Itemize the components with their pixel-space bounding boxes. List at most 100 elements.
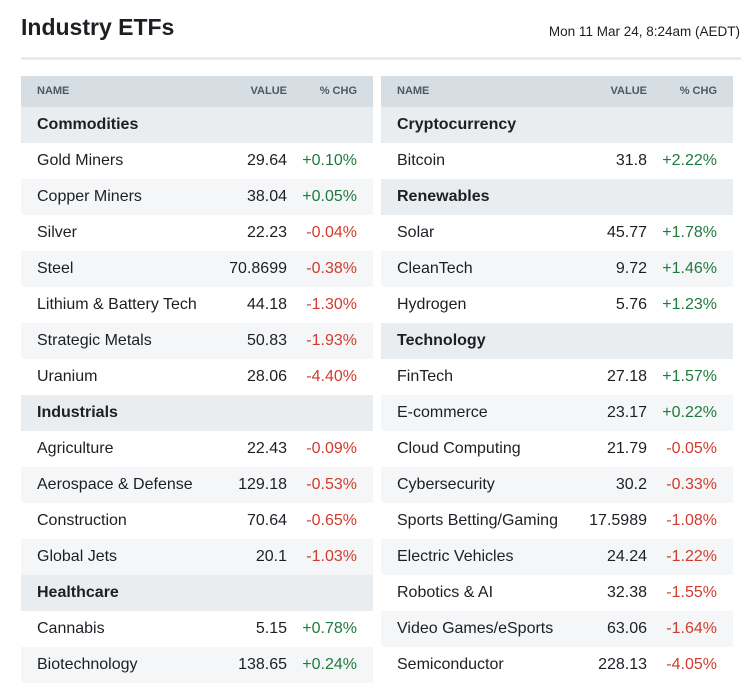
group-row: Healthcare <box>21 575 373 611</box>
etf-change: -0.04% <box>306 224 357 241</box>
etf-row[interactable]: Semiconductor 228.13 -4.05% <box>381 647 733 683</box>
etf-change: +2.22% <box>662 152 717 169</box>
etf-name: Cannabis <box>37 620 105 637</box>
etf-name: Hydrogen <box>397 296 467 313</box>
etf-change: -0.38% <box>306 260 357 277</box>
group-row: Commodities <box>21 107 373 143</box>
etf-name: Solar <box>397 224 435 241</box>
etf-value: 50.83 <box>246 332 287 349</box>
etf-name: Video Games/eSports <box>397 620 554 637</box>
etf-change: -1.64% <box>666 620 717 637</box>
group-row: Cryptocurrency <box>381 107 733 143</box>
etf-change: -1.55% <box>666 584 717 601</box>
etf-name: Agriculture <box>37 440 114 457</box>
group-name: Renewables <box>397 188 490 205</box>
etf-value: 17.5989 <box>589 512 647 529</box>
etf-change: -0.05% <box>666 440 717 457</box>
group-row: Industrials <box>21 395 373 431</box>
etf-value: 44.18 <box>246 296 287 313</box>
etf-change: -0.65% <box>306 512 357 529</box>
etf-value: 70.64 <box>246 512 287 529</box>
column-header: NAME <box>397 85 430 97</box>
etf-value: 23.17 <box>606 404 647 421</box>
etf-change: -0.09% <box>306 440 357 457</box>
etf-change: -1.93% <box>306 332 357 349</box>
etf-row[interactable]: Agriculture 22.43 -0.09% <box>21 431 373 467</box>
etf-name: Cloud Computing <box>397 440 521 457</box>
etf-row[interactable]: Lithium & Battery Tech 44.18 -1.30% <box>21 287 373 323</box>
etf-row[interactable]: Electric Vehicles 24.24 -1.22% <box>381 539 733 575</box>
etf-value: 129.18 <box>238 476 287 493</box>
etf-name: Construction <box>37 512 127 529</box>
etf-row[interactable]: E-commerce 23.17 +0.22% <box>381 395 733 431</box>
etf-name: E-commerce <box>397 404 488 421</box>
etf-name: Uranium <box>37 368 98 385</box>
etf-row[interactable]: Sports Betting/Gaming 17.5989 -1.08% <box>381 503 733 539</box>
etf-row[interactable]: Aerospace & Defense 129.18 -0.53% <box>21 467 373 503</box>
etf-row[interactable]: Cloud Computing 21.79 -0.05% <box>381 431 733 467</box>
etf-value: 22.43 <box>246 440 287 457</box>
etf-name: Gold Miners <box>37 152 124 169</box>
column-header: VALUE <box>250 85 287 97</box>
group-name: Healthcare <box>37 584 119 601</box>
group-name: Technology <box>397 332 486 349</box>
etf-value: 31.8 <box>615 152 647 169</box>
column-header: VALUE <box>610 85 647 97</box>
etf-row[interactable]: Hydrogen 5.76 +1.23% <box>381 287 733 323</box>
etf-change: +0.10% <box>302 152 357 169</box>
etf-name: Bitcoin <box>397 152 446 169</box>
etf-value: 138.65 <box>238 656 287 673</box>
etf-name: Robotics & AI <box>397 584 494 601</box>
column-header: % CHG <box>679 85 717 97</box>
etf-name: Silver <box>37 224 78 241</box>
etf-row[interactable]: Construction 70.64 -0.65% <box>21 503 373 539</box>
group-name: Industrials <box>37 404 118 421</box>
etf-value: 28.06 <box>246 368 287 385</box>
etf-change: -4.05% <box>666 656 717 673</box>
column-header-row: NAME VALUE % CHG <box>381 76 733 107</box>
etf-value: 70.8699 <box>229 260 287 277</box>
etf-change: -1.22% <box>666 548 717 565</box>
etf-row[interactable]: Cannabis 5.15 +0.78% <box>21 611 373 647</box>
etf-change: +1.46% <box>662 260 717 277</box>
etf-row[interactable]: Video Games/eSports 63.06 -1.64% <box>381 611 733 647</box>
etf-value: 32.38 <box>606 584 647 601</box>
etf-row[interactable]: Solar 45.77 +1.78% <box>381 215 733 251</box>
etf-row[interactable]: CleanTech 9.72 +1.46% <box>381 251 733 287</box>
etf-name: Global Jets <box>37 548 118 565</box>
etf-row[interactable]: Bitcoin 31.8 +2.22% <box>381 143 733 179</box>
etf-value: 20.1 <box>255 548 287 565</box>
etf-row[interactable]: Gold Miners 29.64 +0.10% <box>21 143 373 179</box>
etf-value: 29.64 <box>246 152 287 169</box>
etf-change: -1.30% <box>306 296 357 313</box>
etf-name: Semiconductor <box>397 656 504 673</box>
etf-change: +1.78% <box>662 224 717 241</box>
etf-value: 228.13 <box>598 656 647 673</box>
etf-value: 38.04 <box>246 188 287 205</box>
etf-row[interactable]: Global Jets 20.1 -1.03% <box>21 539 373 575</box>
etf-row[interactable]: FinTech 27.18 +1.57% <box>381 359 733 395</box>
etf-value: 45.77 <box>606 224 647 241</box>
table: NAME VALUE % CHG Commodities Gold Miners 29.6… <box>21 76 373 683</box>
group-name: Cryptocurrency <box>397 116 517 133</box>
etf-value: 21.79 <box>606 440 647 457</box>
etf-change: +1.23% <box>662 296 717 313</box>
etf-row[interactable]: Steel 70.8699 -0.38% <box>21 251 373 287</box>
etf-change: +0.22% <box>662 404 717 421</box>
etf-name: Steel <box>37 260 74 277</box>
etf-value: 27.18 <box>606 368 647 385</box>
etf-row[interactable]: Robotics & AI 32.38 -1.55% <box>381 575 733 611</box>
etf-row[interactable]: Uranium 28.06 -4.40% <box>21 359 373 395</box>
etf-row[interactable]: Cybersecurity 30.2 -0.33% <box>381 467 733 503</box>
etf-row[interactable]: Biotechnology 138.65 +0.24% <box>21 647 373 683</box>
etf-name: CleanTech <box>397 260 473 277</box>
etf-row[interactable]: Silver 22.23 -0.04% <box>21 215 373 251</box>
etf-change: -1.08% <box>666 512 717 529</box>
etf-name: FinTech <box>397 368 454 385</box>
etf-change: +1.57% <box>662 368 717 385</box>
column-header: NAME <box>37 85 70 97</box>
etf-change: -1.03% <box>306 548 357 565</box>
etf-row[interactable]: Strategic Metals 50.83 -1.93% <box>21 323 373 359</box>
etf-row[interactable]: Copper Miners 38.04 +0.05% <box>21 179 373 215</box>
etf-name: Copper Miners <box>37 188 142 205</box>
